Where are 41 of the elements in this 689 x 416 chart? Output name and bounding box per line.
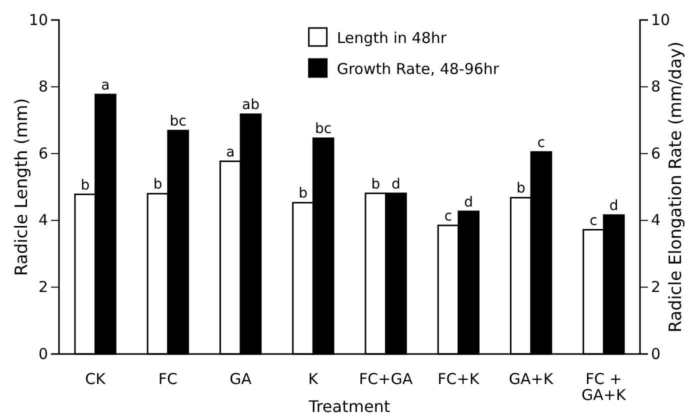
- y2-tick-label: 0: [651, 344, 661, 363]
- annotation: bc: [315, 121, 332, 138]
- y2-tick-label: 10: [651, 10, 670, 29]
- x-tick-label: FC+K: [438, 370, 480, 388]
- x-tick-label: FC: [158, 370, 178, 388]
- y-axis-title: Radicle Length (mm): [12, 98, 32, 276]
- y-tick-label: 10: [28, 10, 48, 29]
- annotation: b: [153, 176, 162, 193]
- y2-tick-label: 2: [651, 278, 661, 296]
- annotation: a: [226, 144, 235, 160]
- annotation: c: [444, 208, 452, 224]
- legend-label: Growth Rate, 48-96hr: [336, 60, 500, 78]
- annotation: b: [298, 186, 308, 202]
- y-tick-label: 8: [38, 78, 48, 96]
- annotation: d: [464, 194, 474, 210]
- y-tick-label: 0: [38, 344, 48, 363]
- x-tick-label: GA: [230, 370, 252, 388]
- y-tick-label: 2: [38, 278, 48, 296]
- x-tick-label: CK: [85, 370, 107, 388]
- annotation: b: [516, 180, 526, 197]
- x-axis-title: Treatment: [308, 397, 390, 416]
- annotation: c: [590, 212, 598, 229]
- annotation: b: [371, 176, 380, 192]
- annotation: d: [609, 198, 618, 214]
- annotation: ab: [242, 97, 260, 114]
- y-tick-label: 4: [38, 211, 48, 230]
- annotation: d: [392, 176, 400, 192]
- annotation: a: [101, 77, 110, 94]
- y2-tick-label: 6: [651, 144, 661, 162]
- x-tick-label: FC + GA+K: [582, 370, 627, 404]
- annotation: b: [80, 177, 90, 194]
- legend-label: Length in 48hr: [336, 29, 448, 47]
- x-tick-label: FC+GA: [359, 370, 414, 388]
- y2-tick-label: 4: [651, 211, 661, 230]
- y2-tick-label: 8: [651, 78, 661, 96]
- annotation: c: [537, 134, 546, 151]
- annotation: bc: [170, 114, 186, 130]
- y2-axis-title: Radicle Elongation Rate (mm/day): [666, 42, 686, 332]
- x-tick-label: K: [308, 370, 320, 388]
- x-tick-label: GA+K: [508, 370, 554, 388]
- y-tick-label: 6: [38, 144, 48, 162]
